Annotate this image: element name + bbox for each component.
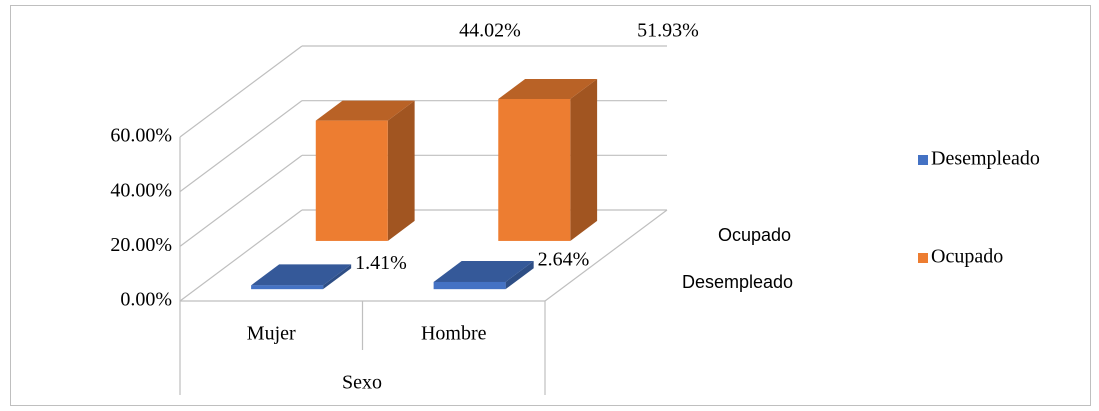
bar bbox=[433, 261, 534, 290]
y-tick-label: 20.00% bbox=[110, 234, 172, 256]
legend-label: Desempleado bbox=[931, 148, 1040, 170]
bar-side bbox=[570, 78, 598, 241]
bar-side bbox=[323, 264, 352, 290]
x-tick-label: Hombre bbox=[421, 323, 487, 345]
depth-axis-label: Ocupado bbox=[718, 225, 791, 245]
bar-side bbox=[505, 261, 534, 290]
y-tick-label: 0.00% bbox=[120, 289, 172, 311]
legend-swatch bbox=[918, 155, 928, 165]
grid-line bbox=[179, 209, 303, 302]
legend-label: Ocupado bbox=[931, 246, 1003, 268]
legend-swatch bbox=[918, 253, 928, 263]
grid-line bbox=[179, 154, 303, 247]
data-label: 44.02% bbox=[459, 20, 521, 42]
depth-axis-label: Desempleado bbox=[682, 272, 793, 292]
bar bbox=[498, 78, 598, 241]
data-label: 2.64% bbox=[538, 249, 590, 271]
data-label: 51.93% bbox=[637, 20, 699, 42]
axis-line bbox=[544, 209, 668, 302]
bar-top bbox=[433, 261, 534, 282]
bar-front bbox=[315, 120, 388, 241]
bar bbox=[315, 100, 415, 241]
bar bbox=[251, 264, 352, 290]
y-tick-label: 40.00% bbox=[110, 179, 172, 201]
bar-top bbox=[498, 78, 598, 99]
grid-line bbox=[179, 100, 303, 193]
x-axis-label: Sexo bbox=[342, 372, 382, 394]
bar-front bbox=[498, 98, 571, 241]
bar-front bbox=[433, 281, 506, 290]
y-tick-label: 60.00% bbox=[110, 125, 172, 147]
x-tick-label: Mujer bbox=[247, 323, 296, 345]
grid-line bbox=[179, 45, 303, 138]
bar-top bbox=[251, 264, 352, 286]
bar-top bbox=[315, 100, 415, 121]
data-label: 1.41% bbox=[355, 252, 407, 274]
bar-side bbox=[387, 100, 415, 241]
bar-front bbox=[251, 285, 324, 290]
